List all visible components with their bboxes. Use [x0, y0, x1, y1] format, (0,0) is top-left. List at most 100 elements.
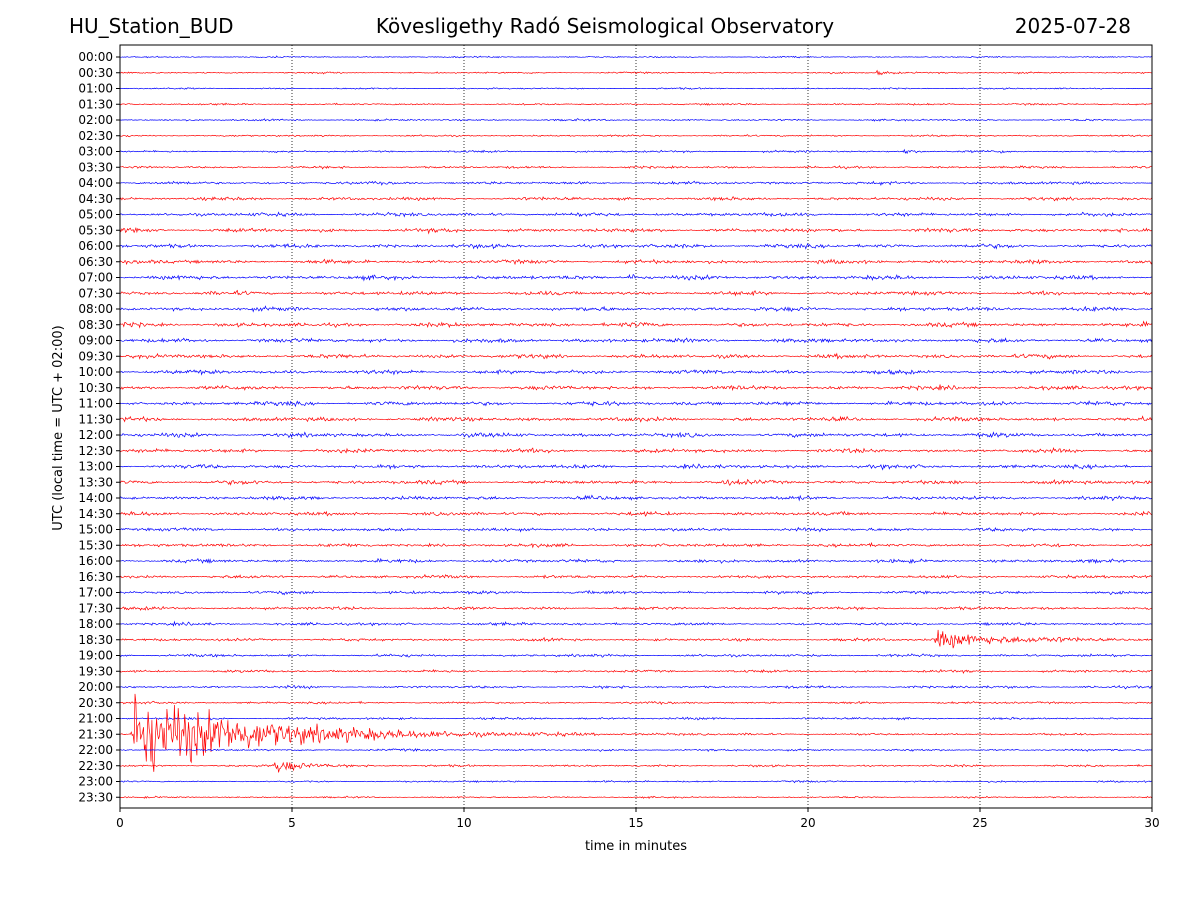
y-tick-label: 03:30 [78, 160, 113, 174]
seismic-trace-1430 [120, 510, 1152, 517]
seismic-trace-2100 [120, 716, 1152, 721]
y-tick-label: 06:30 [78, 255, 113, 269]
seismic-trace-1030 [120, 384, 1152, 392]
seismic-trace-0300 [120, 148, 1152, 155]
seismic-trace-0430 [120, 196, 1152, 202]
y-tick-label: 15:00 [78, 523, 113, 537]
y-tick-label: 19:00 [78, 649, 113, 663]
seismic-trace-0330 [120, 165, 1152, 170]
y-tick-label: 16:00 [78, 554, 113, 568]
y-tick-label: 21:30 [78, 727, 113, 741]
seismic-trace-1900 [120, 653, 1152, 658]
x-tick-label: 15 [628, 816, 643, 830]
y-tick-label: 08:00 [78, 302, 113, 316]
seismic-trace-0530 [120, 226, 1152, 235]
seismic-trace-1100 [120, 400, 1152, 408]
seismic-trace-1500 [120, 526, 1152, 533]
seismic-trace-0500 [120, 211, 1152, 218]
x-axis-label: time in minutes [585, 839, 687, 854]
seismic-trace-2330 [120, 795, 1152, 799]
seismic-trace-0930 [120, 352, 1152, 360]
seismic-trace-1130 [120, 415, 1152, 423]
seismic-trace-0900 [120, 337, 1152, 344]
y-tick-label: 09:00 [78, 334, 113, 348]
grid-lines [291, 45, 981, 808]
seismic-trace-2030 [120, 700, 1152, 706]
y-tick-label: 07:30 [78, 286, 113, 300]
y-tick-label: 09:30 [78, 349, 113, 363]
seismic-trace-1830 [120, 629, 1152, 649]
y-tick-label: 13:30 [78, 475, 113, 489]
seismic-trace-0000 [120, 55, 1152, 59]
y-tick-label: 00:30 [78, 66, 113, 80]
seismic-trace-1300 [120, 463, 1152, 471]
y-tick-label: 17:00 [78, 586, 113, 600]
seismic-trace-0030 [120, 69, 1152, 76]
seismic-trace-0700 [120, 273, 1152, 282]
y-tick-label: 18:00 [78, 617, 113, 631]
y-tick-label: 12:30 [78, 444, 113, 458]
y-tick-label: 11:00 [78, 397, 113, 411]
x-tick-label: 30 [1144, 816, 1159, 830]
seismic-trace-1730 [120, 605, 1152, 611]
y-tick-label: 22:30 [78, 759, 113, 773]
y-tick-label: 19:30 [78, 664, 113, 678]
y-tick-label: 05:30 [78, 223, 113, 237]
y-tick-label: 14:30 [78, 507, 113, 521]
y-axis-label: UTC (local time = UTC + 02:00) [51, 325, 66, 530]
seismic-trace-0400 [120, 180, 1152, 186]
seismic-trace-1000 [120, 369, 1152, 376]
y-tick-label: 04:30 [78, 192, 113, 206]
y-tick-label: 01:00 [78, 82, 113, 96]
seismic-trace-1200 [120, 431, 1152, 439]
seismic-trace-1930 [120, 668, 1152, 675]
y-tick-label: 05:00 [78, 208, 113, 222]
y-tick-label: 03:00 [78, 145, 113, 159]
seismic-trace-2000 [120, 684, 1152, 690]
seismic-trace-2200 [120, 748, 1152, 752]
y-tick-label: 11:30 [78, 412, 113, 426]
y-tick-label: 07:00 [78, 271, 113, 285]
x-ticks: 0 5 10 15 20 25 30 [116, 808, 1160, 830]
seismic-trace-1530 [120, 541, 1152, 549]
y-tick-label: 08:30 [78, 318, 113, 332]
traces [120, 55, 1152, 799]
y-tick-label: 20:00 [78, 680, 113, 694]
y-tick-label: 04:00 [78, 176, 113, 190]
chart-title: Kövesligethy Radó Seismological Observat… [375, 14, 835, 38]
y-tick-label: 10:00 [78, 365, 113, 379]
y-tick-label: 02:30 [78, 129, 113, 143]
y-tick-label: 13:00 [78, 460, 113, 474]
y-tick-label: 12:00 [78, 428, 113, 442]
y-tick-label: 06:00 [78, 239, 113, 253]
seismic-trace-1600 [120, 557, 1152, 565]
seismic-trace-1330 [120, 478, 1152, 487]
chart-date: 2025-07-28 [1014, 14, 1131, 38]
y-tick-label: 14:00 [78, 491, 113, 505]
x-tick-label: 20 [800, 816, 815, 830]
y-tick-label: 02:00 [78, 113, 113, 127]
seismic-trace-1230 [120, 447, 1152, 454]
seismic-trace-1700 [120, 589, 1152, 596]
y-tick-label: 17:30 [78, 601, 113, 615]
x-tick-label: 0 [116, 816, 124, 830]
y-tick-label: 16:30 [78, 570, 113, 584]
y-tick-label: 15:30 [78, 538, 113, 552]
seismic-trace-0100 [120, 86, 1152, 90]
y-tick-label: 20:30 [78, 696, 113, 710]
seismic-trace-0130 [120, 102, 1152, 106]
seismic-trace-1800 [120, 620, 1152, 627]
seismic-trace-1630 [120, 573, 1152, 580]
y-tick-label: 21:00 [78, 712, 113, 726]
y-tick-label: 22:00 [78, 743, 113, 757]
seismic-trace-2300 [120, 780, 1152, 784]
seismic-trace-0230 [120, 134, 1152, 138]
y-tick-label: 23:30 [78, 790, 113, 804]
seismic-trace-0730 [120, 289, 1152, 297]
y-tick-label: 01:30 [78, 97, 113, 111]
seismic-trace-2230 [120, 761, 1152, 773]
seismic-trace-0630 [120, 258, 1152, 266]
y-tick-label: 10:30 [78, 381, 113, 395]
